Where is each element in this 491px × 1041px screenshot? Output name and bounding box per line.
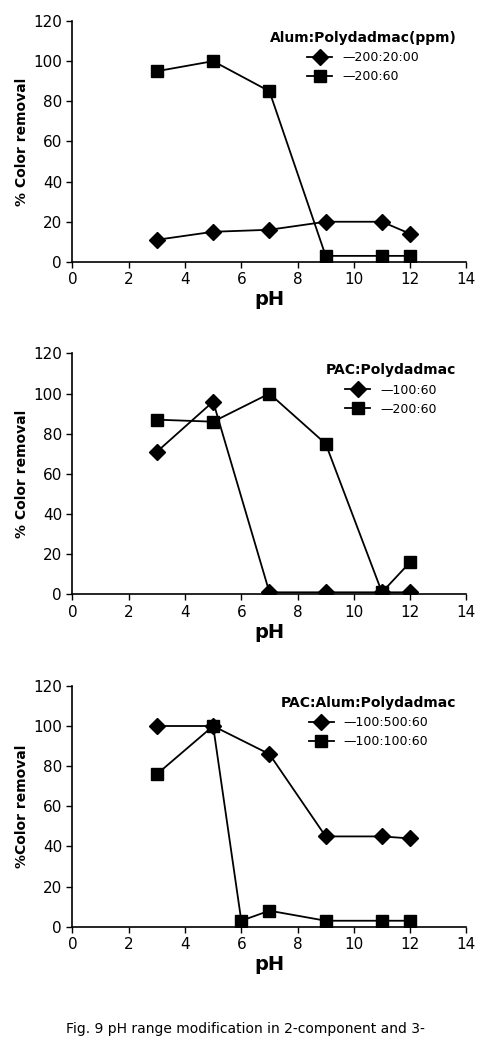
200:20:00	[407, 228, 413, 240]
100:60	[323, 586, 328, 599]
200:60	[154, 65, 160, 77]
Line: 200:60: 200:60	[151, 55, 416, 261]
Line: 100:500:60: 100:500:60	[151, 720, 416, 844]
Y-axis label: % Color removal: % Color removal	[15, 77, 29, 205]
100:100:60	[154, 768, 160, 781]
Line: 100:60: 100:60	[151, 396, 416, 598]
Y-axis label: % Color removal: % Color removal	[15, 410, 29, 538]
200:60	[323, 437, 328, 450]
Text: Fig. 9 pH range modification in 2-component and 3-: Fig. 9 pH range modification in 2-compon…	[66, 1022, 425, 1036]
X-axis label: pH: pH	[254, 623, 284, 641]
Line: 100:100:60: 100:100:60	[151, 720, 416, 926]
100:500:60	[210, 719, 216, 732]
100:60	[154, 446, 160, 458]
Legend: —200:20:00, —200:60: —200:20:00, —200:60	[266, 27, 460, 87]
100:100:60	[210, 719, 216, 732]
200:20:00	[210, 226, 216, 238]
Legend: —100:500:60, —100:100:60: —100:500:60, —100:100:60	[277, 692, 460, 752]
200:60	[407, 250, 413, 262]
100:100:60	[238, 914, 244, 926]
200:20:00	[323, 215, 328, 228]
100:100:60	[267, 905, 273, 917]
100:100:60	[323, 914, 328, 926]
100:500:60	[154, 719, 160, 732]
100:500:60	[379, 830, 385, 842]
200:60	[407, 556, 413, 568]
Line: 200:60: 200:60	[151, 388, 416, 598]
X-axis label: pH: pH	[254, 290, 284, 309]
200:20:00	[379, 215, 385, 228]
Y-axis label: %Color removal: %Color removal	[15, 744, 29, 868]
100:500:60	[407, 832, 413, 844]
100:500:60	[323, 830, 328, 842]
200:20:00	[267, 224, 273, 236]
200:20:00	[154, 233, 160, 246]
200:60	[154, 413, 160, 426]
100:60	[210, 396, 216, 408]
200:60	[267, 85, 273, 98]
Legend: —100:60, —200:60: —100:60, —200:60	[322, 360, 460, 420]
100:60	[407, 586, 413, 599]
200:60	[210, 55, 216, 68]
200:60	[267, 387, 273, 400]
100:60	[267, 586, 273, 599]
200:60	[323, 250, 328, 262]
200:60	[379, 250, 385, 262]
Line: 200:20:00: 200:20:00	[151, 217, 416, 246]
100:100:60	[379, 914, 385, 926]
200:60	[379, 586, 385, 599]
X-axis label: pH: pH	[254, 955, 284, 974]
100:60	[379, 586, 385, 599]
100:100:60	[407, 914, 413, 926]
100:500:60	[267, 747, 273, 760]
200:60	[210, 415, 216, 428]
